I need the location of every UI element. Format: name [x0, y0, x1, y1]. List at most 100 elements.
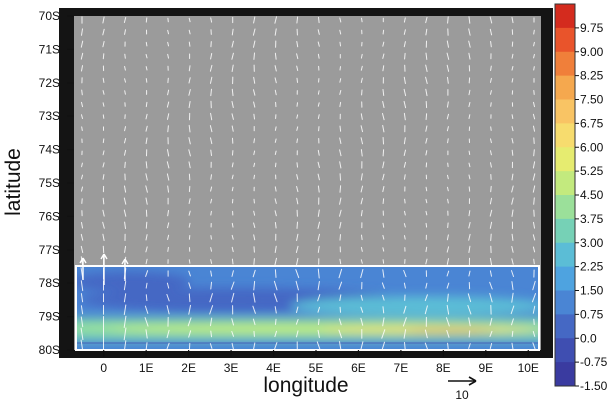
vector-arrow	[339, 197, 342, 205]
x-tick-label: 0	[100, 361, 107, 375]
vector-arrow	[403, 329, 407, 339]
vector-arrow	[188, 304, 191, 315]
colorbar-label: 6.75	[580, 116, 604, 130]
colorbar-label: 9.75	[580, 21, 604, 35]
vector-arrow	[490, 65, 492, 71]
vector-arrow	[468, 186, 471, 192]
vector-arrow	[296, 233, 299, 241]
vector-arrow	[167, 29, 169, 35]
vector-arrow	[533, 197, 535, 205]
vector-arrow	[339, 234, 341, 241]
vector-arrow	[403, 76, 406, 84]
vector-arrow	[447, 186, 449, 192]
vector-arrow	[511, 138, 514, 144]
vector-arrow	[296, 221, 298, 229]
vector-arrow	[404, 198, 406, 204]
colorbar-swatch	[555, 290, 575, 315]
vector-arrow	[274, 306, 277, 314]
vector-arrow	[210, 186, 213, 192]
vector-arrow	[167, 234, 170, 240]
vector-arrow	[317, 149, 320, 156]
vector-arrow	[468, 16, 471, 24]
vector-arrow	[317, 161, 320, 168]
vector-arrow	[80, 316, 84, 328]
vector-arrow	[360, 125, 363, 133]
vector-arrow	[166, 342, 170, 350]
vector-arrow	[533, 66, 535, 71]
vector-arrow	[339, 78, 342, 83]
vector-arrow	[425, 282, 428, 289]
vector-arrow	[468, 174, 471, 180]
vector-arrow	[468, 150, 471, 155]
vector-arrow	[446, 258, 449, 265]
vector-arrow	[532, 293, 536, 303]
vector-arrow	[253, 234, 256, 241]
vector-arrow	[468, 245, 471, 253]
vector-arrow	[124, 149, 127, 156]
vector-arrow	[167, 53, 169, 59]
vector-arrow	[209, 293, 213, 303]
vector-arrow	[231, 101, 234, 108]
colorbar-label: 5.25	[580, 164, 604, 178]
vector-arrow	[339, 294, 342, 301]
vector-arrow	[446, 246, 450, 253]
vector-arrow	[296, 330, 299, 338]
vector-arrow	[317, 90, 320, 95]
vector-arrow	[382, 149, 385, 157]
vector-arrow	[231, 186, 234, 192]
vector-arrow	[273, 280, 278, 291]
vector-arrow	[210, 247, 212, 252]
vector-arrow	[468, 52, 471, 60]
colorbar-swatch	[555, 99, 575, 124]
vector-arrow	[102, 138, 105, 144]
colorbar-swatch	[555, 51, 575, 77]
vector-arrow	[80, 327, 84, 341]
vector-arrow	[403, 223, 406, 228]
vector-arrow	[144, 305, 149, 314]
vector-arrow	[511, 330, 514, 337]
vector-arrow	[80, 339, 84, 350]
vector-arrow	[296, 174, 299, 180]
vector-arrow	[317, 245, 320, 253]
vector-arrow	[339, 185, 342, 193]
vector-arrow	[274, 89, 277, 96]
vector-arrow	[102, 174, 105, 180]
vector-arrow	[80, 40, 84, 48]
vector-arrow	[145, 270, 149, 277]
vector-arrow	[188, 17, 191, 23]
vector-arrow	[81, 28, 83, 36]
vector-arrow	[402, 317, 407, 327]
vector-arrow	[447, 198, 449, 204]
vector-arrow	[231, 40, 234, 48]
vector-arrow	[145, 161, 148, 169]
vector-arrow	[447, 76, 449, 84]
vector-arrow	[188, 77, 191, 84]
vector-arrow	[210, 198, 213, 204]
vector-arrow	[274, 342, 278, 350]
vector-arrow	[489, 209, 493, 217]
colorbar-label: -1.50	[580, 379, 608, 393]
vector-arrow	[210, 270, 213, 277]
vector-arrow	[166, 101, 170, 108]
vector-arrow	[511, 149, 514, 156]
vector-arrow	[295, 319, 299, 325]
vector-arrow	[404, 235, 406, 240]
colorbar-label: 0.0	[580, 331, 597, 345]
vector-arrow	[489, 293, 493, 303]
vector-arrow	[361, 17, 363, 23]
vector-arrow	[468, 317, 471, 327]
vector-arrow	[253, 210, 256, 216]
vector-arrow	[231, 64, 234, 72]
y-tick-label: 70S	[39, 9, 60, 23]
vector-arrow	[425, 186, 428, 192]
vector-arrow	[296, 257, 299, 266]
vector-arrow	[188, 259, 191, 264]
vector-arrow	[231, 52, 234, 60]
x-tick-label: 1E	[139, 361, 154, 375]
vector-arrow	[253, 113, 255, 120]
vector-arrow	[468, 343, 471, 349]
vector-arrow	[209, 305, 214, 315]
vector-arrow	[425, 16, 428, 24]
vector-arrow	[231, 318, 234, 326]
x-tick-label: 8E	[436, 361, 451, 375]
